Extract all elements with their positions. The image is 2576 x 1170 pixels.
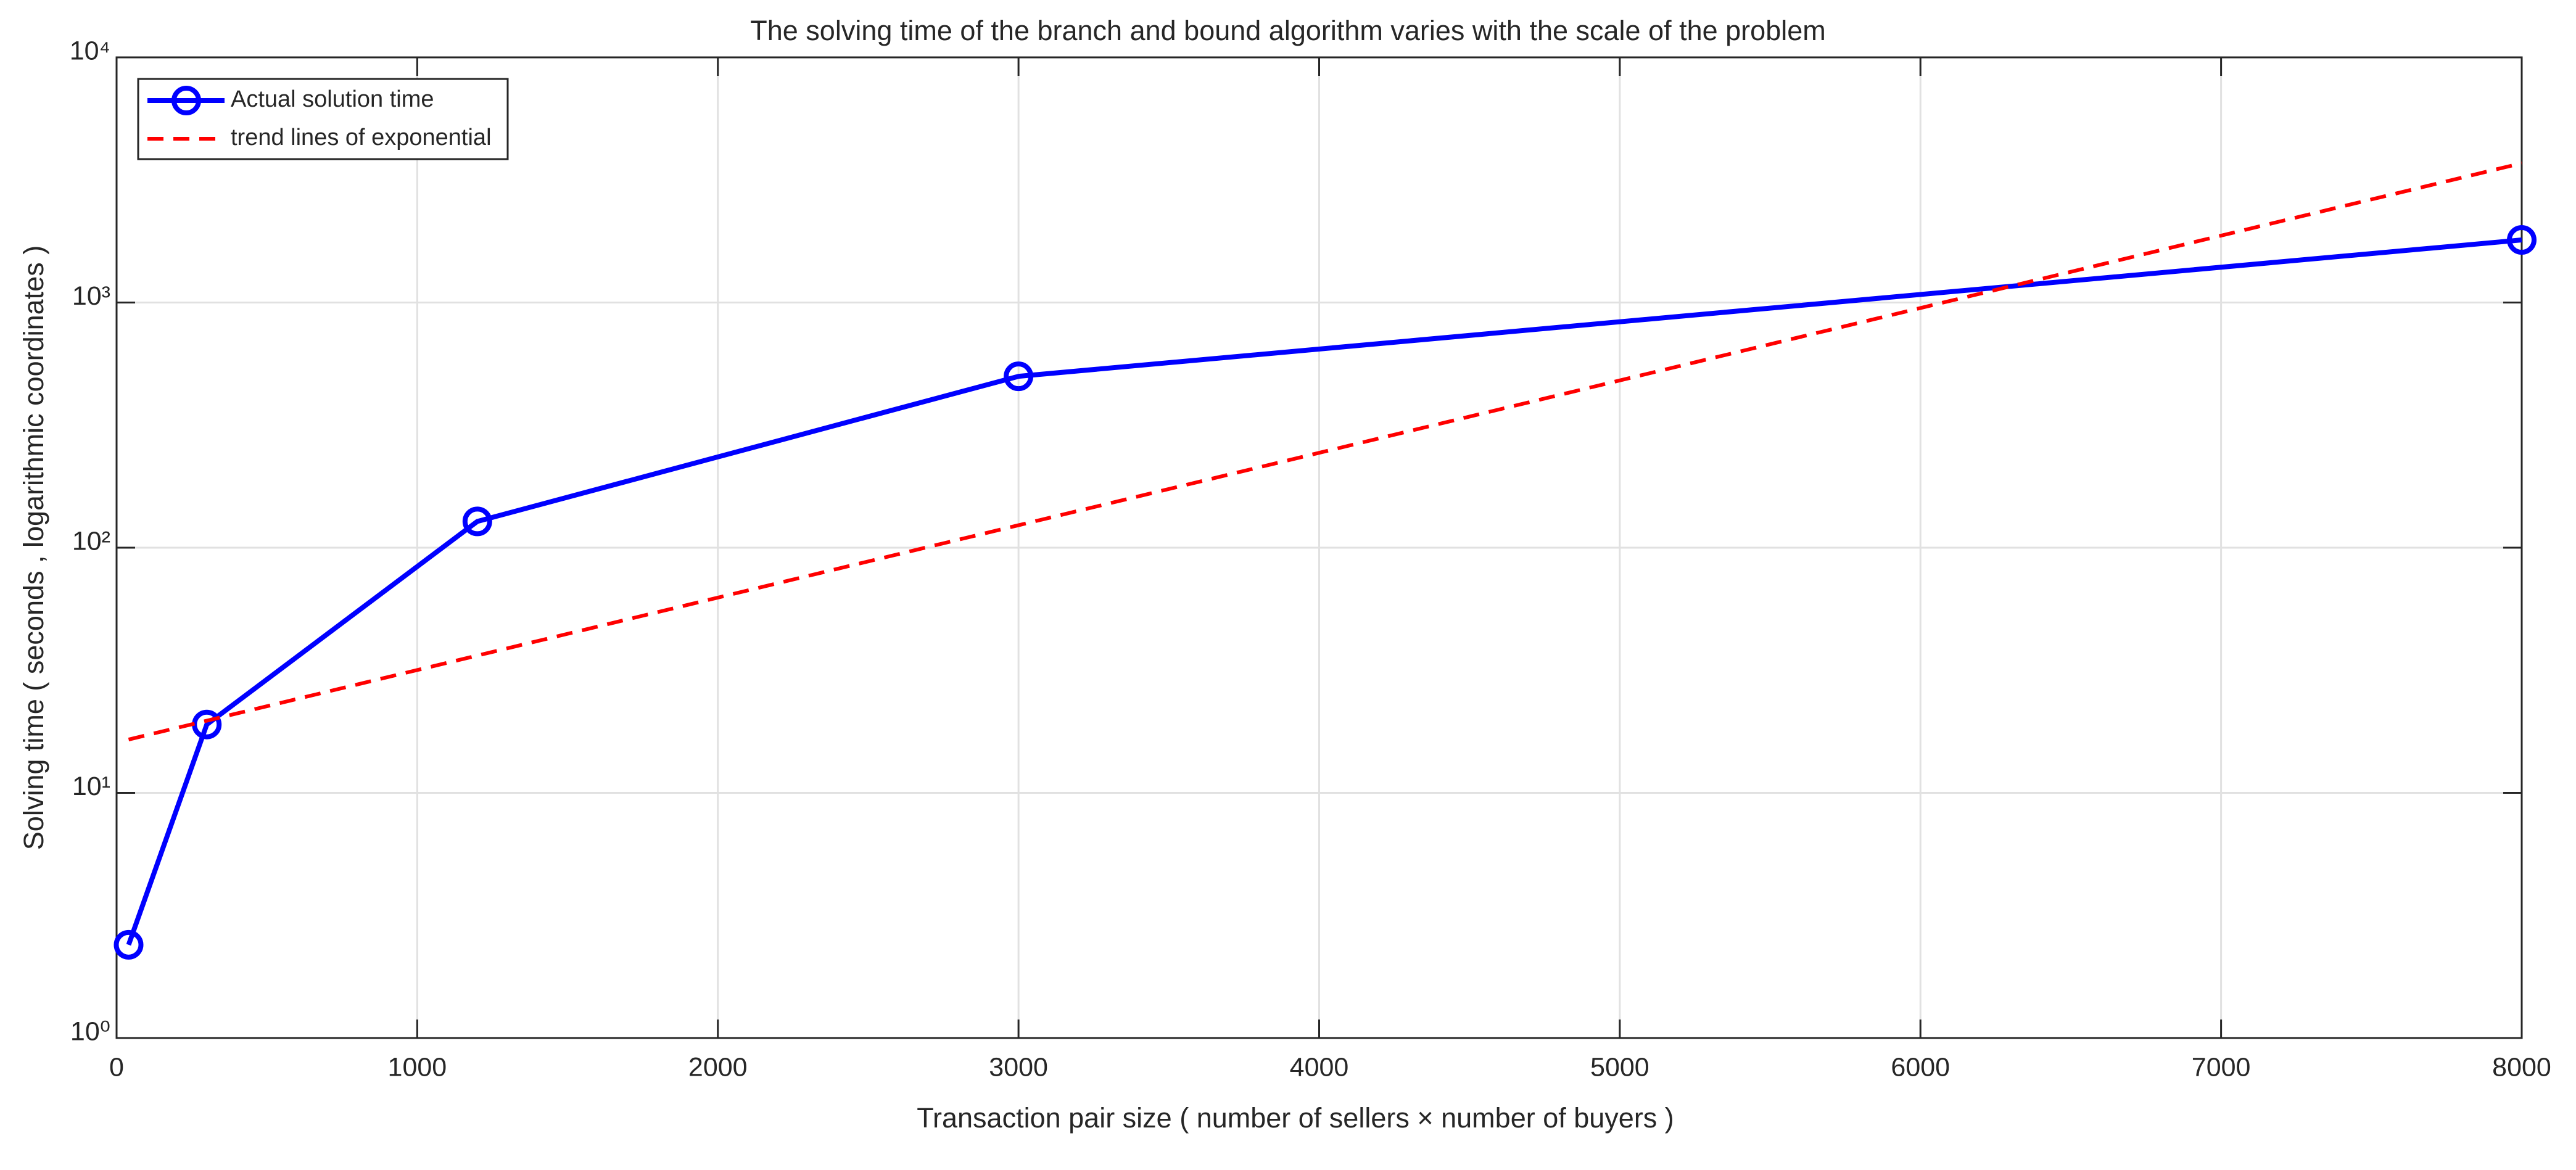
chart-title: The solving time of the branch and bound… [750, 15, 1825, 46]
series-line [128, 161, 2522, 741]
legend-box [137, 78, 509, 160]
data-point [1004, 361, 1034, 392]
y-tick-label: 10² [72, 526, 110, 556]
x-tick-label: 4000 [1290, 1052, 1349, 1082]
data-point [114, 929, 144, 960]
legend-label: Actual solution time [231, 86, 434, 112]
y-tick-label: 10⁴ [70, 36, 110, 65]
x-tick-label: 6000 [1891, 1052, 1950, 1082]
x-tick-label: 2000 [688, 1052, 748, 1082]
y-tick-label: 10³ [72, 281, 110, 311]
x-axis-label: Transaction pair size ( number of seller… [917, 1102, 1674, 1134]
data-point [2507, 225, 2537, 255]
x-tick-label: 7000 [2192, 1052, 2251, 1082]
y-tick-label: 10⁰ [70, 1016, 110, 1046]
x-tick-label: 5000 [1590, 1052, 1649, 1082]
x-tick-label: 3000 [989, 1052, 1048, 1082]
data-point [462, 506, 492, 537]
x-tick-label: 0 [109, 1052, 124, 1082]
x-tick-label: 1000 [388, 1052, 447, 1082]
y-tick-label: 10¹ [72, 772, 110, 801]
x-tick-label: 8000 [2492, 1052, 2551, 1082]
y-axis-label: Solving time ( seconds , logarithmic coo… [18, 245, 49, 850]
legend-marker [171, 86, 201, 115]
legend-label: trend lines of exponential [231, 125, 492, 150]
series-line [126, 237, 2522, 946]
